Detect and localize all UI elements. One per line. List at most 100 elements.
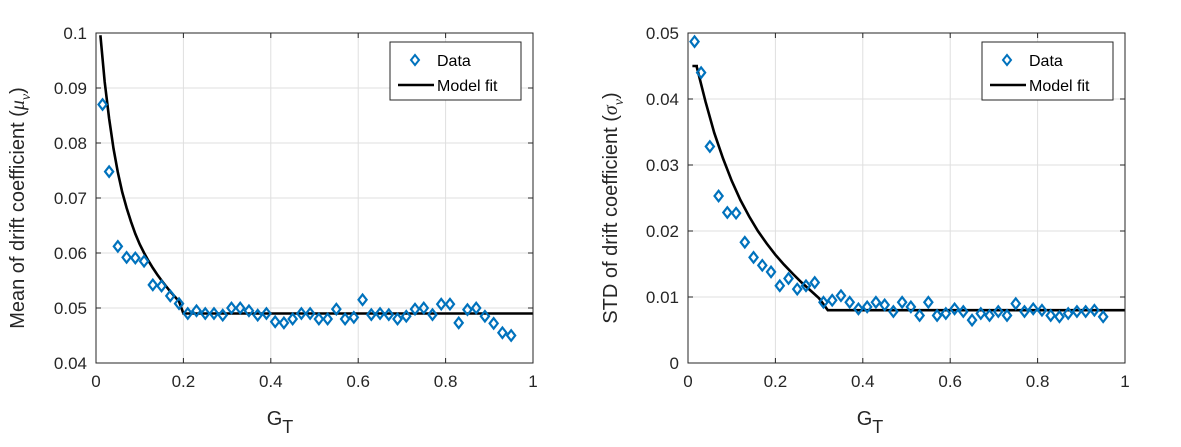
legend-label-data: Data: [1029, 53, 1063, 70]
data-point: [800, 278, 812, 293]
data-point: [226, 301, 237, 315]
y-tick-label: 0.07: [54, 189, 87, 208]
data-point: [765, 264, 777, 279]
data-point: [957, 304, 969, 319]
x-tick-label: 0.6: [346, 372, 370, 391]
data-point: [783, 271, 794, 286]
data-point: [1010, 296, 1022, 311]
data-point: [217, 308, 229, 323]
data-point: [730, 206, 742, 221]
data-point: [1080, 304, 1092, 319]
data-point: [1027, 301, 1039, 316]
data-point: [496, 325, 508, 340]
chart-panel-1: 0 0.2 0.4 0.6 0.8 1 0.04 0.05 0.06 0.07 0.08 0.09 0.…: [7, 24, 538, 437]
data-point: [774, 278, 786, 293]
data-point: [304, 306, 316, 321]
data-point: [121, 250, 133, 265]
data-point: [164, 288, 176, 303]
y-axis-label-end: ): [600, 92, 622, 99]
data-point: [427, 307, 438, 322]
x-axis-label: GT: [267, 408, 294, 437]
data-point: [931, 308, 943, 323]
data-point: [695, 65, 707, 80]
data-point: [1045, 308, 1057, 323]
x-axis-label: GT: [857, 408, 884, 437]
data-point: [844, 295, 856, 310]
data-point: [791, 282, 803, 297]
y-axis-label-symbol: σ: [600, 104, 622, 115]
y-axis-label-main: STD of drift coefficient (: [600, 115, 622, 324]
data-point: [269, 314, 281, 329]
data-point: [488, 316, 500, 331]
data-point: [748, 250, 760, 265]
data-point: [374, 306, 386, 321]
legend-box: [981, 41, 1114, 101]
data-point: [191, 303, 202, 318]
data-point: [984, 308, 995, 323]
data-point: [887, 304, 899, 319]
x-tick-label: 0.4: [851, 372, 875, 391]
data-point: [1071, 304, 1083, 319]
data-point: [689, 34, 701, 49]
data-point: [1097, 309, 1109, 324]
y-tick-label: 0.05: [54, 299, 87, 318]
data-point: [975, 306, 987, 321]
data-point: [809, 275, 821, 290]
legend-label-data: Data: [437, 53, 471, 70]
x-tick-label: 1: [528, 372, 537, 391]
x-axis-label-main: G: [857, 408, 873, 430]
data-point: [243, 303, 255, 318]
y-axis-label-end: ): [7, 87, 29, 94]
data-point: [835, 288, 847, 303]
data-point: [208, 306, 220, 321]
data-point: [112, 239, 124, 254]
data-point: [505, 328, 517, 343]
chart-panel-2: 0 0.2 0.4 0.6 0.8 1 0 0.01 0.02 0.03 0.04 0.05 GT STD…: [600, 24, 1130, 437]
x-axis-label-main: G: [267, 408, 283, 430]
y-axis-label-symbol: μ: [7, 100, 29, 111]
data-point: [444, 297, 456, 312]
y-tick-label: 0.02: [646, 222, 679, 241]
data-point: [870, 295, 882, 310]
x-tick-label: 0: [91, 372, 100, 391]
data-point: [826, 293, 838, 308]
data-point: [260, 306, 272, 321]
y-axis-label: Mean of drift coefficient (μν): [7, 87, 34, 329]
legend-label-fit: Model fit: [1029, 78, 1090, 95]
data-point: [435, 297, 447, 312]
data-point: [199, 306, 211, 321]
legend: Data Model fit: [389, 41, 522, 101]
y-tick-label: 0.05: [646, 24, 679, 43]
y-tick-label: 0.08: [54, 134, 87, 153]
data-point: [922, 295, 934, 310]
data-point: [313, 312, 325, 326]
data-point: [1062, 306, 1074, 321]
legend-label-fit: Model fit: [437, 78, 498, 95]
y-tick-label: 0.1: [63, 24, 87, 43]
data-point: [1001, 308, 1013, 323]
x-tick-label: 0.2: [764, 372, 788, 391]
data-point: [966, 313, 978, 328]
data-point: [1019, 304, 1030, 319]
data-point: [252, 308, 264, 323]
data-point: [896, 295, 908, 310]
data-point: [278, 315, 290, 330]
data-point: [103, 164, 115, 179]
data-point: [949, 301, 961, 316]
y-axis-label-main: Mean of drift coefficient (: [7, 110, 29, 329]
data-point: [129, 250, 141, 265]
x-tick-label: 0.8: [434, 372, 458, 391]
data-point: [97, 97, 109, 112]
data-point: [992, 304, 1004, 319]
data-point: [365, 307, 377, 322]
legend-marker-data: [409, 53, 421, 67]
x-axis-label-sub: T: [282, 417, 293, 437]
data-point: [409, 302, 421, 317]
data-point: [713, 189, 725, 204]
y-tick-label: 0.03: [646, 156, 679, 175]
data-point: [392, 312, 403, 326]
data-point: [287, 312, 299, 326]
y-tick-label: 0.09: [54, 79, 87, 98]
data-point: [914, 308, 926, 323]
